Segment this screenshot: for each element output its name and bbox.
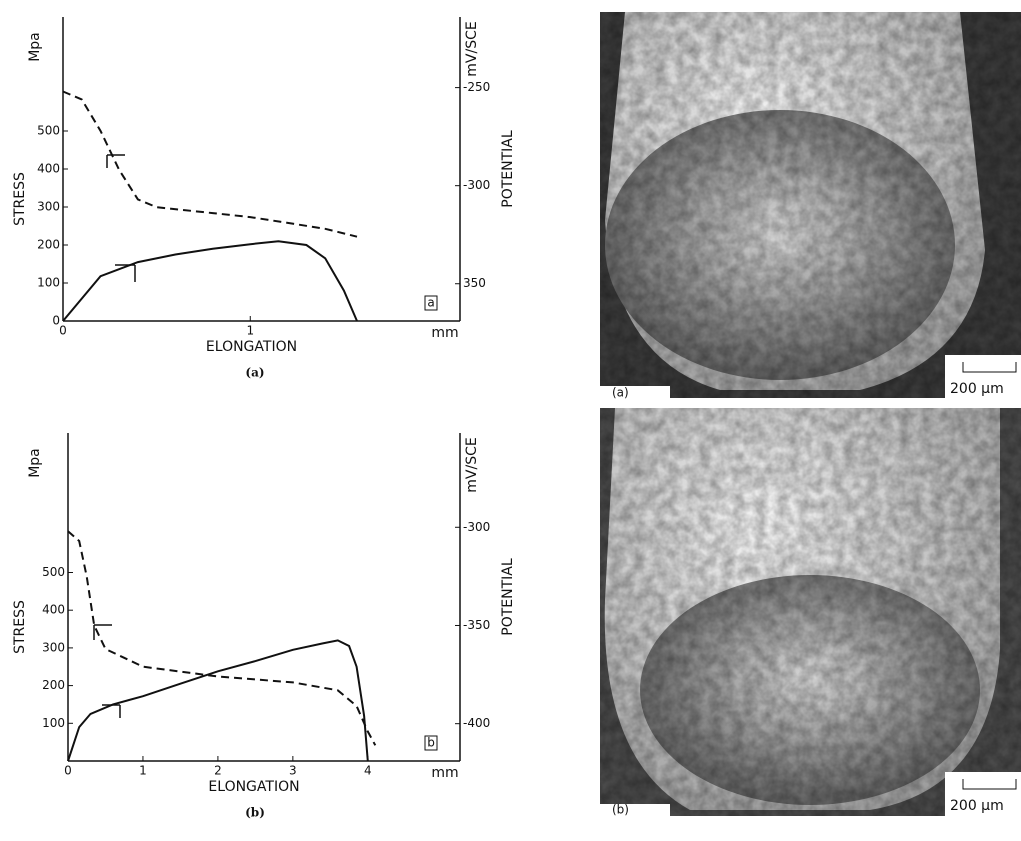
y-tick-label: 400: [37, 162, 60, 176]
series-line: [67, 530, 377, 746]
panel-box: [424, 295, 438, 311]
scale-box: [945, 772, 1021, 816]
label-box: [600, 804, 670, 816]
arrow: [93, 624, 112, 640]
y-tick-label: 400: [42, 603, 65, 617]
x-label: ELONGATION: [208, 779, 299, 795]
x-tick-label: 1: [246, 324, 254, 338]
y2-tick-label: -300: [463, 178, 490, 192]
y-label: STRESS: [12, 172, 28, 226]
x-tick-label: 4: [364, 764, 372, 778]
series-line: [62, 90, 358, 238]
y2-tick-label: -250: [463, 80, 490, 94]
x-tick-label: 1: [139, 764, 147, 778]
x-tick-label: 2: [214, 764, 222, 778]
y2-tick-label: -300: [463, 520, 490, 534]
panel-label: a: [427, 296, 434, 310]
label-box: [600, 386, 670, 398]
x-tick-label: 0: [64, 764, 72, 778]
arrow: [115, 264, 136, 282]
x-tick-label: 3: [289, 764, 297, 778]
panel-box: [424, 735, 438, 751]
x-label: ELONGATION: [206, 339, 297, 355]
scale-bar: [962, 779, 1017, 790]
scale-bar: [962, 362, 1017, 373]
texture: [600, 12, 1021, 398]
y-tick-label: 300: [42, 640, 65, 654]
arrow: [106, 154, 125, 168]
caption: (b): [245, 806, 265, 820]
y-label: STRESS: [12, 600, 28, 654]
y-tick-label: 100: [42, 716, 65, 730]
y2-unit: mV/SCE: [464, 21, 480, 76]
y2-label: POTENTIAL: [500, 558, 516, 636]
caption: (a): [245, 366, 264, 380]
scale-label: 200 μm: [950, 381, 1004, 397]
y2-tick-label: 350: [463, 276, 486, 290]
x-unit: mm: [431, 765, 458, 781]
y2-label: POTENTIAL: [500, 130, 516, 208]
x-unit: mm: [431, 325, 458, 341]
y2-tick-label: -350: [463, 618, 490, 632]
scale-label: 200 μm: [950, 798, 1004, 814]
y-unit: Mpa: [27, 448, 43, 478]
photo-a: (a) 200 μm: [600, 12, 1021, 400]
series-line: [67, 639, 369, 762]
y-tick-label: 500: [42, 565, 65, 579]
x-tick-label: 0: [59, 324, 67, 338]
arrow: [102, 704, 121, 718]
photo-b: (b) 200 μm: [600, 408, 1021, 817]
photo-label: (a): [612, 386, 629, 400]
y-tick-label: 200: [42, 678, 65, 692]
y-tick-label: 500: [37, 124, 60, 138]
y-tick-label: 0: [52, 314, 60, 328]
y2-unit: mV/SCE: [464, 437, 480, 492]
scale-box: [945, 355, 1021, 398]
panel-label: b: [427, 736, 435, 750]
y-tick-label: 200: [37, 238, 60, 252]
y-tick-label: 300: [37, 200, 60, 214]
texture: [600, 408, 1021, 816]
y2-tick-label: -400: [463, 716, 490, 730]
photo-label: (b): [612, 803, 629, 817]
y-tick-label: 100: [37, 276, 60, 290]
series-line: [62, 240, 358, 322]
y-unit: Mpa: [27, 32, 43, 62]
